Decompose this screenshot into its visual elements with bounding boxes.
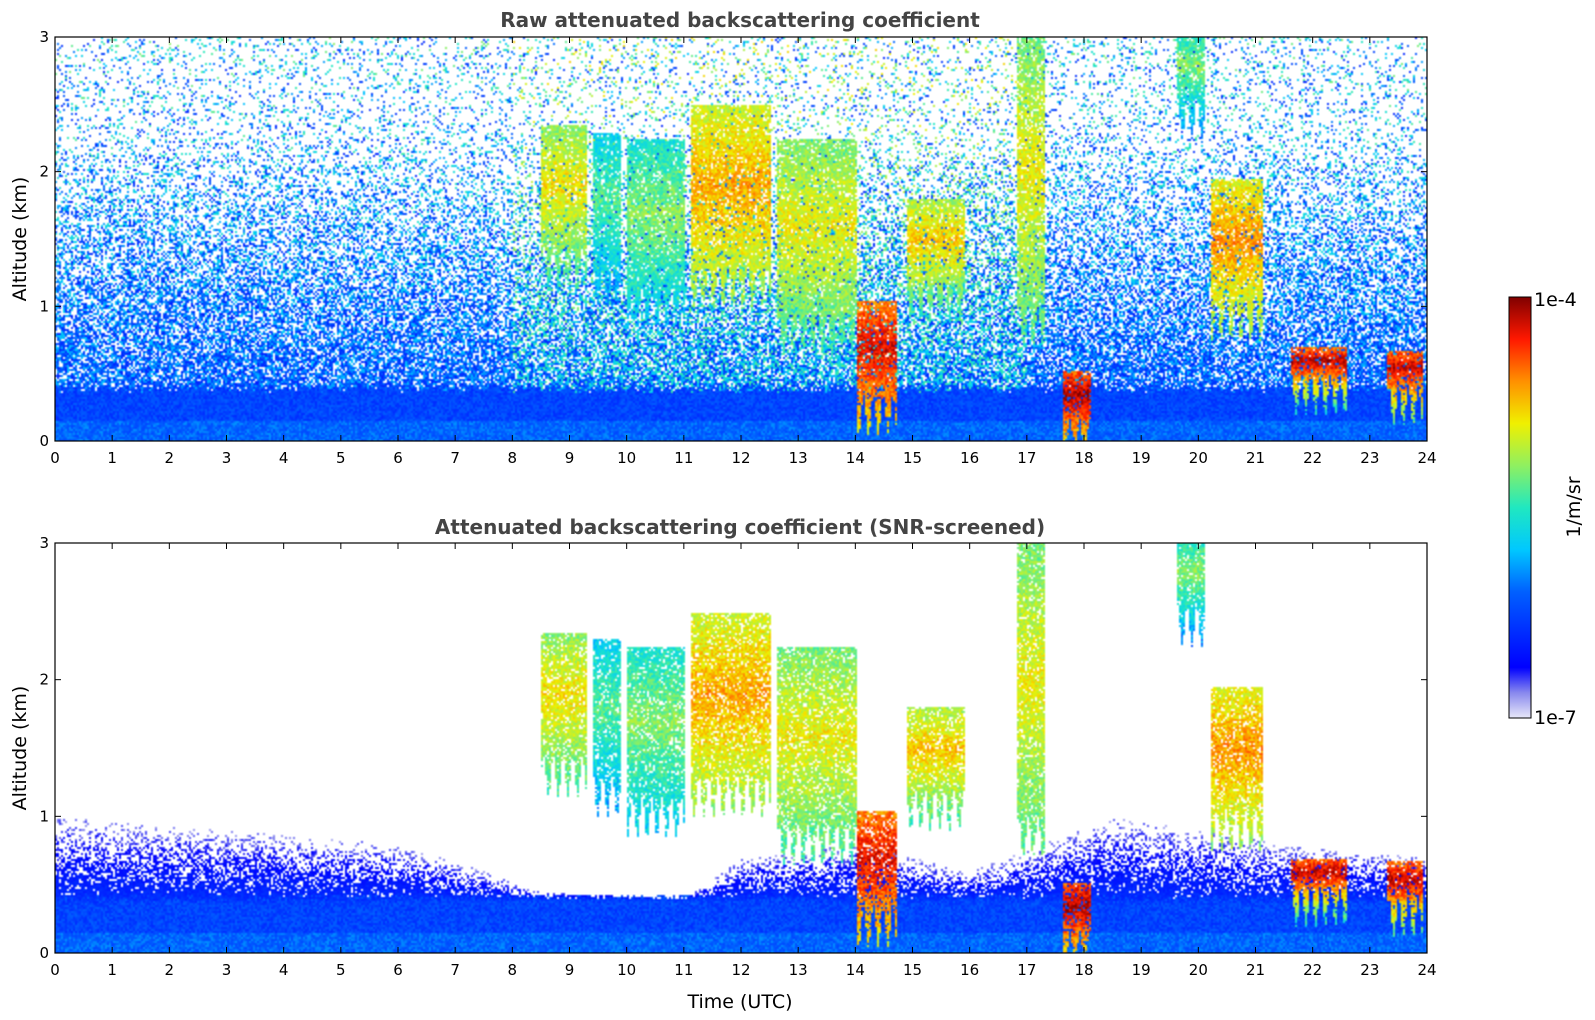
- panel-raw: Raw attenuated backscattering coefficien…: [9, 8, 1437, 467]
- y-tick-label: 0: [39, 432, 49, 450]
- x-tick-label: 17: [1017, 961, 1036, 979]
- x-tick-label: 6: [393, 961, 403, 979]
- colorbar-max-label: 1e-4: [1534, 289, 1577, 311]
- colorbar-unit-label: 1/m/sr: [1563, 476, 1585, 537]
- tick-group: 0 1 2 3 4 5 6 7 8 9 10 11 12 13 14 15 16 17 18 19 20 21 22 23 24…: [39, 28, 1436, 467]
- x-tick-label: 16: [960, 449, 979, 467]
- x-tick-label: 1: [107, 449, 117, 467]
- x-tick-label: 14: [846, 449, 865, 467]
- y-axis-label: Altitude (km): [9, 177, 31, 302]
- x-tick-label: 14: [846, 961, 865, 979]
- panel-title: Attenuated backscattering coefficient (S…: [435, 515, 1045, 539]
- y-tick-label: 0: [39, 944, 49, 962]
- x-tick-label: 17: [1017, 449, 1036, 467]
- x-tick-label: 11: [674, 961, 693, 979]
- x-tick-label: 23: [1360, 961, 1379, 979]
- y-tick-label: 2: [39, 671, 49, 689]
- x-tick-label: 12: [731, 449, 750, 467]
- heatmap-screened: [55, 543, 1427, 953]
- x-tick-label: 22: [1303, 449, 1322, 467]
- colorbar-min-label: 1e-7: [1534, 707, 1577, 729]
- x-tick-label: 19: [1132, 449, 1151, 467]
- x-tick-label: 18: [1074, 449, 1093, 467]
- heatmap-raw: [55, 37, 1427, 441]
- x-tick-label: 11: [674, 449, 693, 467]
- y-tick-label: 3: [39, 28, 49, 46]
- tick-group: 0 1 2 3 4 5 6 7 8 9 10 11 12 13 14 15 16 17 18 19 20 21 22 23 24…: [39, 534, 1436, 979]
- x-tick-label: 24: [1417, 961, 1436, 979]
- x-tick-label: 10: [617, 961, 636, 979]
- x-tick-label: 21: [1246, 961, 1265, 979]
- y-tick-label: 1: [39, 807, 49, 825]
- x-tick-label: 5: [336, 449, 346, 467]
- x-tick-label: 15: [903, 449, 922, 467]
- x-tick-label: 13: [789, 961, 808, 979]
- x-tick-label: 8: [508, 449, 518, 467]
- x-tick-label: 12: [731, 961, 750, 979]
- colorbar-gradient: [1508, 296, 1532, 719]
- x-tick-label: 21: [1246, 449, 1265, 467]
- x-tick-label: 20: [1189, 449, 1208, 467]
- x-tick-label: 8: [508, 961, 518, 979]
- x-axis-label: Time (UTC): [686, 991, 792, 1013]
- x-tick-label: 5: [336, 961, 346, 979]
- x-tick-label: 0: [50, 961, 60, 979]
- x-tick-label: 6: [393, 449, 403, 467]
- x-tick-label: 23: [1360, 449, 1379, 467]
- x-tick-label: 16: [960, 961, 979, 979]
- x-tick-label: 10: [617, 449, 636, 467]
- x-tick-label: 7: [450, 449, 460, 467]
- x-tick-label: 9: [565, 449, 575, 467]
- x-tick-label: 4: [279, 961, 289, 979]
- x-tick-label: 19: [1132, 961, 1151, 979]
- y-tick-label: 2: [39, 163, 49, 181]
- x-tick-label: 20: [1189, 961, 1208, 979]
- colorbar: 1e-4 1e-7 1/m/sr: [1508, 289, 1585, 729]
- x-tick-label: 0: [50, 449, 60, 467]
- x-tick-label: 9: [565, 961, 575, 979]
- x-tick-label: 1: [107, 961, 117, 979]
- x-tick-label: 3: [222, 961, 232, 979]
- y-axis-label: Altitude (km): [9, 686, 31, 811]
- panel-title: Raw attenuated backscattering coefficien…: [500, 8, 980, 32]
- x-tick-label: 3: [222, 449, 232, 467]
- x-tick-label: 7: [450, 961, 460, 979]
- x-tick-label: 13: [789, 449, 808, 467]
- y-tick-label: 1: [39, 297, 49, 315]
- y-tick-label: 3: [39, 534, 49, 552]
- x-tick-label: 4: [279, 449, 289, 467]
- x-tick-label: 15: [903, 961, 922, 979]
- x-tick-label: 22: [1303, 961, 1322, 979]
- panel-screened: Attenuated backscattering coefficient (S…: [9, 515, 1437, 1013]
- x-tick-label: 18: [1074, 961, 1093, 979]
- x-tick-label: 2: [165, 449, 175, 467]
- x-tick-label: 24: [1417, 449, 1436, 467]
- x-tick-label: 2: [165, 961, 175, 979]
